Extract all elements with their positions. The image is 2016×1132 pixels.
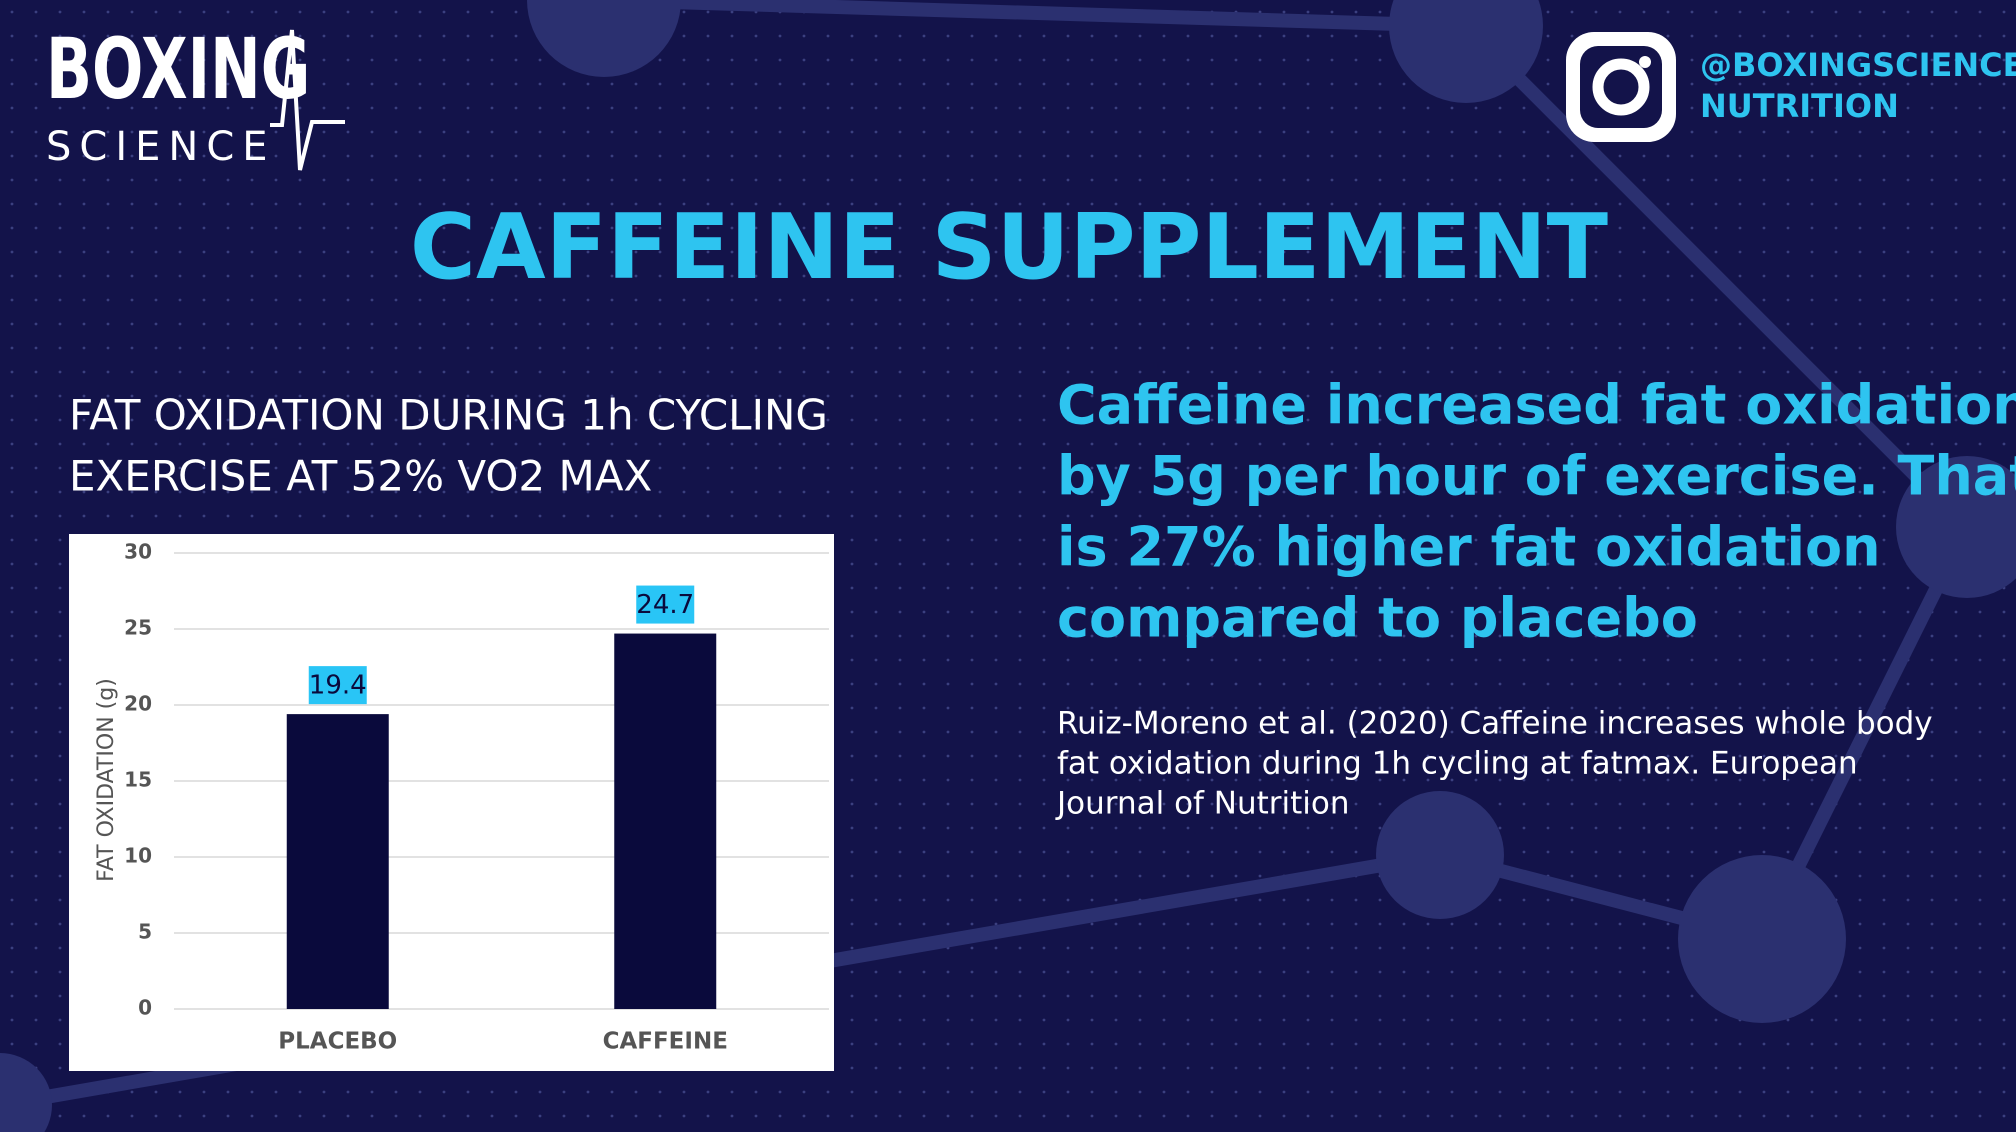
x-tick-label: PLACEBO <box>278 1029 397 1055</box>
value-label-box <box>308 666 367 705</box>
social-handle: @BOXINGSCIENCE_ <box>1700 46 2016 84</box>
y-tick-label: 5 <box>138 920 152 944</box>
logo-subword: SCIENCE <box>46 124 276 170</box>
y-tick-label: 25 <box>124 616 152 640</box>
summary-line: Caffeine increased fat oxidation <box>1057 374 2016 437</box>
summary: Caffeine increased fat oxidation by 5g pe… <box>1057 374 2016 650</box>
citation-line: Ruiz-Moreno et al. (2020) Caffeine incre… <box>1057 706 1933 742</box>
x-tick-label: CAFFEINE <box>603 1029 728 1055</box>
y-tick-label: 0 <box>138 996 152 1020</box>
social-handle: NUTRITION <box>1700 87 1899 125</box>
summary-line: is 27% higher fat oxidation <box>1057 516 1881 579</box>
value-label: 19.4 <box>309 671 367 701</box>
citation: Ruiz-Moreno et al. (2020) Caffeine incre… <box>1055 706 1933 822</box>
citation-line: Journal of Nutrition <box>1055 786 1350 822</box>
y-axis-label: FAT OXIDATION (g) <box>94 678 119 882</box>
bar <box>614 633 717 1009</box>
chart-title: EXERCISE AT 52% VO2 MAX <box>69 452 652 501</box>
summary-line: compared to placebo <box>1057 587 1698 650</box>
citation-line: fat oxidation during 1h cycling at fatma… <box>1057 746 1858 782</box>
chart-panel <box>69 534 834 1071</box>
logo-word: BOXING <box>46 20 310 118</box>
value-label-box <box>636 585 695 624</box>
y-tick-label: 10 <box>124 844 152 868</box>
y-tick-label: 30 <box>124 540 152 564</box>
value-label: 24.7 <box>636 590 694 620</box>
instagram-icon <box>1566 32 1676 142</box>
chart-title: FAT OXIDATION DURING 1h CYCLING <box>69 391 828 440</box>
logo-pulse <box>270 29 345 171</box>
summary-line: by 5g per hour of exercise. That <box>1057 445 2016 508</box>
headline: CAFFEINE SUPPLEMENT <box>410 195 1608 300</box>
bar <box>286 714 389 1009</box>
y-tick-label: 15 <box>124 768 152 792</box>
y-tick-label: 20 <box>124 692 152 716</box>
